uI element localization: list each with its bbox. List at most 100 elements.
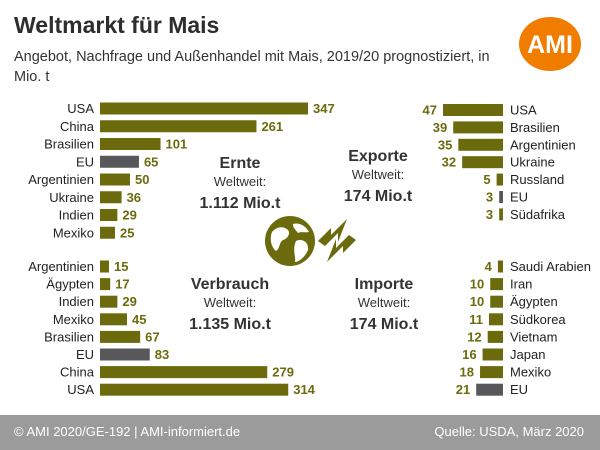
- ernte-value-label: 261: [261, 119, 283, 134]
- importe-value-label: 16: [462, 347, 476, 362]
- exporte-category-label: Ukraine: [510, 155, 555, 170]
- importe-value-label: 4: [485, 259, 493, 274]
- exporte-bar: [499, 208, 503, 221]
- footer-copyright: © AMI 2020/GE-192 | AMI-informiert.de: [14, 424, 241, 439]
- ami-logo-ellipse: [519, 17, 581, 71]
- importe-bar: [497, 260, 503, 273]
- importe-bar: [490, 295, 503, 308]
- exporte-bar: [496, 173, 503, 186]
- verbrauch-category-label: Brasilien: [44, 329, 94, 344]
- importe-value-label: 10: [470, 277, 484, 292]
- trade-arrows-icon: [318, 219, 356, 262]
- verbrauch-value-label: 67: [145, 329, 159, 344]
- importe-bar: [480, 366, 503, 379]
- verbrauch-bar: [100, 260, 109, 273]
- verbrauch-category-label: USA: [67, 382, 94, 397]
- verbrauch-panel-title: Verbrauch: [191, 276, 269, 293]
- ernte-category-label: USA: [67, 101, 94, 116]
- ernte-bar: [100, 209, 118, 221]
- verbrauch-category-label: Indien: [59, 294, 94, 309]
- exporte-category-label: Russland: [510, 172, 564, 187]
- importe-category-label: EU: [510, 382, 528, 397]
- ernte-panel-total: 1.112 Mio.t: [200, 195, 282, 212]
- verbrauch-value-label: 29: [122, 294, 136, 309]
- ernte-value-label: 50: [135, 172, 149, 187]
- verbrauch-bar: [100, 348, 150, 361]
- importe-bar: [488, 313, 503, 326]
- ami-logo: AMI: [519, 17, 581, 71]
- importe-category-label: Iran: [510, 277, 532, 292]
- exporte-panel-total: 174 Mio.t: [344, 188, 413, 205]
- verbrauch-value-label: 279: [272, 365, 294, 380]
- verbrauch-bar: [100, 278, 111, 291]
- verbrauch-bar: [100, 383, 289, 396]
- ernte-panel-title: Ernte: [220, 155, 261, 172]
- footer: © AMI 2020/GE-192 | AMI-informiert.de Qu…: [0, 415, 600, 450]
- exporte-value-label: 47: [423, 103, 437, 118]
- exporte-category-label: EU: [510, 190, 528, 205]
- verbrauch-category-label: Ägypten: [46, 277, 94, 292]
- verbrauch-bar: [100, 313, 127, 326]
- ernte-category-label: Ukraine: [49, 190, 94, 205]
- exporte-category-label: Südafrika: [510, 207, 566, 222]
- importe-panel-total: 174 Mio.t: [350, 316, 419, 333]
- verbrauch-panel-sublabel: Weltweit:: [204, 295, 257, 310]
- verbrauch-bar: [100, 295, 118, 308]
- ernte-bar: [100, 138, 161, 150]
- ernte-bar: [100, 173, 130, 186]
- exporte-bar: [443, 104, 503, 116]
- ernte-value-label: 347: [313, 101, 335, 116]
- verbrauch-category-label: Argentinien: [28, 259, 94, 274]
- importe-category-label: Vietnam: [510, 329, 557, 344]
- exporte-category-label: USA: [510, 103, 537, 118]
- exporte-bar: [453, 121, 503, 134]
- exporte-category-label: Argentinien: [510, 137, 576, 152]
- verbrauch-panel-total: 1.135 Mio.t: [189, 316, 271, 333]
- verbrauch-category-label: China: [60, 365, 95, 380]
- exporte-value-label: 32: [442, 155, 456, 170]
- verbrauch-value-label: 15: [114, 259, 128, 274]
- exporte-bar: [499, 191, 503, 203]
- page-subtitle: Angebot, Nachfrage und Außenhandel mit M…: [14, 49, 490, 85]
- ernte-value-label: 25: [120, 225, 134, 240]
- verbrauch-value-label: 83: [155, 347, 169, 362]
- importe-bar: [482, 348, 503, 361]
- importe-bar: [490, 278, 503, 291]
- importe-bar: [476, 383, 503, 396]
- exporte-value-label: 5: [483, 172, 490, 187]
- verbrauch-category-label: Mexiko: [53, 312, 94, 327]
- importe-bar: [487, 330, 503, 343]
- ernte-value-label: 65: [144, 154, 158, 169]
- importe-value-label: 10: [470, 294, 484, 309]
- verbrauch-value-label: 17: [115, 277, 129, 292]
- exporte-panel-sublabel: Weltweit:: [352, 167, 405, 182]
- ernte-bar: [100, 102, 308, 115]
- exporte-value-label: 35: [438, 137, 452, 152]
- importe-value-label: 21: [456, 382, 470, 397]
- verbrauch-value-label: 45: [132, 312, 146, 327]
- importe-panel-title: Importe: [355, 276, 414, 293]
- center-icons: [265, 216, 356, 266]
- ernte-category-label: EU: [76, 154, 94, 169]
- verbrauch-bar: [100, 330, 141, 343]
- importe-panel-sublabel: Weltweit:: [358, 295, 411, 310]
- ernte-bar: [100, 155, 139, 168]
- ernte-bar: [100, 226, 115, 239]
- importe-category-label: Südkorea: [510, 312, 566, 327]
- page-title: Weltmarkt für Mais: [14, 12, 220, 38]
- ami-logo-text: AMI: [527, 31, 573, 59]
- ernte-category-label: Mexiko: [53, 225, 94, 240]
- importe-category-label: Saudi Arabien: [510, 259, 591, 274]
- importe-category-label: Mexiko: [510, 365, 551, 380]
- exporte-value-label: 39: [433, 120, 447, 135]
- footer-source: Quelle: USDA, März 2020: [434, 424, 584, 439]
- ernte-category-label: Argentinien: [28, 172, 94, 187]
- ernte-category-label: Indien: [59, 208, 94, 223]
- importe-category-label: Japan: [510, 347, 545, 362]
- ernte-category-label: Brasilien: [44, 137, 94, 152]
- verbrauch-category-label: EU: [76, 347, 94, 362]
- ernte-value-label: 36: [127, 190, 141, 205]
- exporte-panel-title: Exporte: [348, 148, 408, 165]
